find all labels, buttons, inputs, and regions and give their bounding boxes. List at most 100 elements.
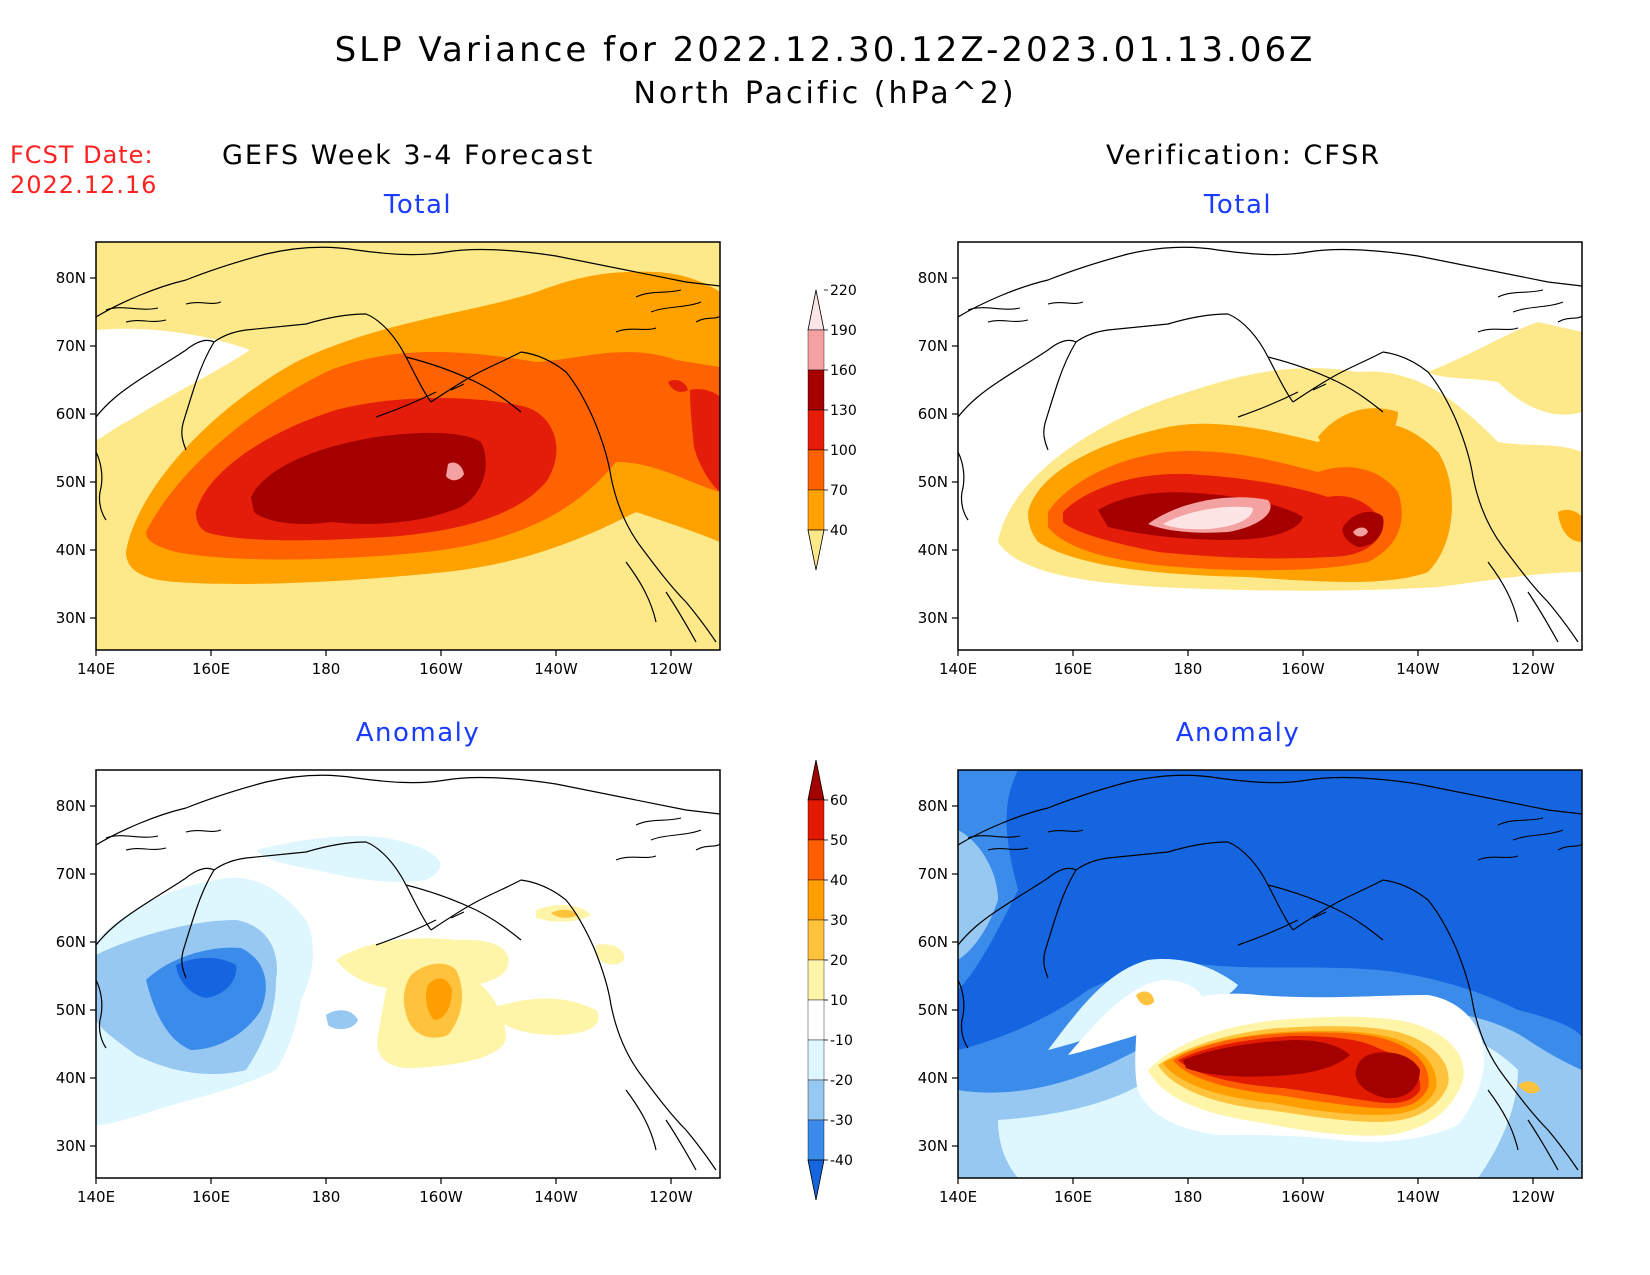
- colorbar-label: 60: [830, 793, 848, 809]
- verification-anomaly-map: [958, 770, 1582, 1178]
- lat-label: 80N: [56, 269, 86, 287]
- lon-label: 160E: [1054, 1188, 1092, 1206]
- colorbar-lower-arrow: [807, 1159, 825, 1201]
- colorbar-lower-arrow: [807, 529, 825, 571]
- colorbar-label: 220: [830, 283, 857, 299]
- colorbar-label: 160: [830, 363, 857, 379]
- colorbar-label: 190: [830, 323, 857, 339]
- colorbar-label: 130: [830, 403, 857, 419]
- colorbar-swatch: [807, 1079, 825, 1121]
- colorbar-label: -40: [830, 1153, 853, 1169]
- lat-label: 80N: [56, 797, 86, 815]
- lat-label: 60N: [56, 933, 86, 951]
- verification-total-title: Total: [1203, 190, 1273, 220]
- lon-label: 160W: [1281, 1188, 1325, 1206]
- colorbar-swatch: [807, 369, 825, 411]
- forecast-total-map: [96, 242, 720, 650]
- lat-label: 70N: [56, 337, 86, 355]
- colorbar-swatch: [807, 409, 825, 451]
- colorbar-swatch: [807, 1119, 825, 1161]
- figure-title: SLP Variance for 2022.12.30.12Z-2023.01.…: [334, 30, 1316, 70]
- colorbar-label: 30: [830, 913, 848, 929]
- axes-layer: 140E 160E 180 160W 140W 120W 80N 70N 60N 50N 40N 30…: [56, 269, 1555, 1206]
- colorbar-label: -10: [830, 1033, 853, 1049]
- lat-label: 70N: [918, 865, 948, 883]
- forecast-anomaly-title: Anomaly: [355, 718, 481, 748]
- verification-column-title: Verification: CFSR: [1106, 140, 1382, 171]
- lon-label: 140E: [939, 660, 977, 678]
- colorbar-label: -20: [830, 1073, 853, 1089]
- lat-label: 70N: [918, 337, 948, 355]
- lon-label: 160E: [192, 660, 230, 678]
- lon-label: 140W: [1396, 660, 1440, 678]
- colorbar-label: 70: [830, 483, 848, 499]
- lat-label: 50N: [918, 1001, 948, 1019]
- lon-label: 160E: [1054, 660, 1092, 678]
- colorbar-label: 50: [830, 833, 848, 849]
- lat-label: 30N: [918, 1137, 948, 1155]
- lat-label: 80N: [918, 797, 948, 815]
- lat-label: 50N: [56, 1001, 86, 1019]
- lon-label: 180: [1174, 660, 1203, 678]
- colorbar-swatch: [807, 999, 825, 1041]
- colorbar-label: 40: [830, 873, 848, 889]
- colorbar-swatch: [807, 1039, 825, 1081]
- lat-label: 70N: [56, 865, 86, 883]
- verification-total-map: [958, 242, 1582, 650]
- anomaly-colorbar: -40 -30 -20 -10 10 20 30 40 50 60: [807, 759, 853, 1201]
- colorbar-swatch: [807, 799, 825, 841]
- lat-label: 40N: [918, 1069, 948, 1087]
- lon-label: 140E: [939, 1188, 977, 1206]
- lon-label: 120W: [649, 660, 693, 678]
- forecast-anomaly-map: [96, 770, 720, 1178]
- colorbar-upper-arrow: [807, 289, 825, 331]
- colorbars: 40 70 100 130 160 190 220 -40 -30 -20 -10 10 20 30 40 5…: [807, 283, 857, 1201]
- lon-label: 180: [1174, 1188, 1203, 1206]
- lon-label: 120W: [1511, 660, 1555, 678]
- colorbar-label: 40: [830, 523, 848, 539]
- colorbar-upper-arrow: [807, 759, 825, 801]
- lon-label: 120W: [649, 1188, 693, 1206]
- colorbar-swatch: [807, 489, 825, 531]
- colorbar-swatch: [807, 329, 825, 371]
- colorbar-label: 10: [830, 993, 848, 1009]
- lon-label: 180: [312, 660, 341, 678]
- total-colorbar: 40 70 100 130 160 190 220: [807, 283, 857, 571]
- lon-label: 160W: [419, 660, 463, 678]
- lat-label: 30N: [56, 1137, 86, 1155]
- lat-label: 40N: [56, 1069, 86, 1087]
- verification-anomaly-title: Anomaly: [1175, 718, 1301, 748]
- lat-label: 80N: [918, 269, 948, 287]
- lon-label: 140W: [534, 660, 578, 678]
- colorbar-swatch: [807, 919, 825, 961]
- lat-label: 50N: [56, 473, 86, 491]
- lat-label: 30N: [56, 609, 86, 627]
- forecast-date-block: FCST Date: 2022.12.16: [10, 140, 157, 200]
- lon-label: 120W: [1511, 1188, 1555, 1206]
- lat-label: 60N: [918, 933, 948, 951]
- lon-label: 160W: [419, 1188, 463, 1206]
- lon-label: 180: [312, 1188, 341, 1206]
- lon-label: 160E: [192, 1188, 230, 1206]
- lat-label: 50N: [918, 473, 948, 491]
- colorbar-label: 100: [830, 443, 857, 459]
- lat-label: 40N: [56, 541, 86, 559]
- colorbar-label: -30: [830, 1113, 853, 1129]
- lat-label: 60N: [56, 405, 86, 423]
- colorbar-swatch: [807, 879, 825, 921]
- forecast-column-title: GEFS Week 3-4 Forecast: [222, 140, 595, 171]
- lon-label: 140E: [77, 660, 115, 678]
- colorbar-swatch: [807, 839, 825, 881]
- lon-label: 140W: [1396, 1188, 1440, 1206]
- lon-label: 140W: [534, 1188, 578, 1206]
- colorbar-label: 20: [830, 953, 848, 969]
- forecast-total-title: Total: [383, 190, 453, 220]
- lat-label: 40N: [918, 541, 948, 559]
- forecast-date-value: 2022.12.16: [10, 171, 158, 199]
- figure-subtitle: North Pacific (hPa^2): [633, 76, 1017, 111]
- colorbar-swatch: [807, 449, 825, 491]
- lat-label: 30N: [918, 609, 948, 627]
- lat-label: 60N: [918, 405, 948, 423]
- colorbar-swatch: [807, 959, 825, 1001]
